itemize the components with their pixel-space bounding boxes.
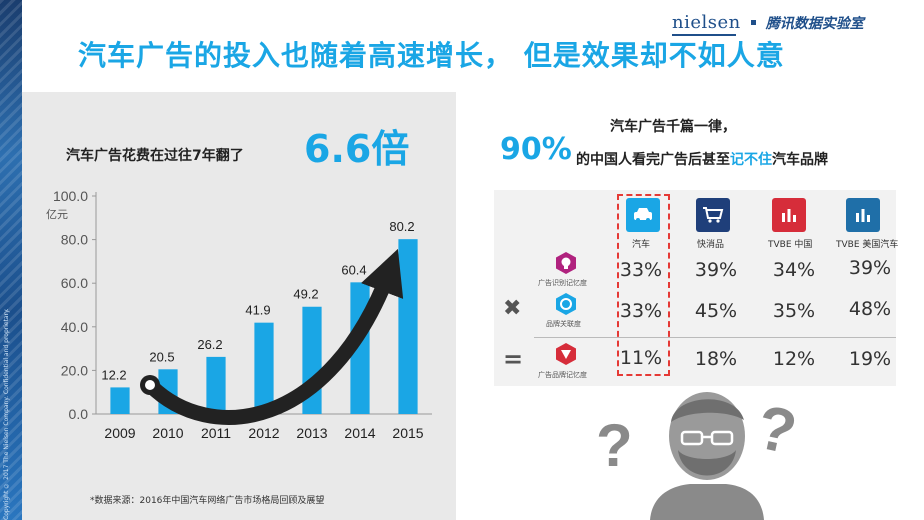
left-decor-stripe [0,0,22,520]
question-mark-icon: ? [596,412,633,479]
confused-person-illustration: ? ? [596,392,802,520]
y-tick-label: 40.0 [61,319,88,335]
cell-r3-car: 11% [619,347,663,369]
cell-r2-tvbe-us: 48% [848,298,892,320]
page-title: 汽车广告的投入也随着高速增长， 但是效果却不如人意 [78,39,785,72]
logo-group: nielsen 腾讯数据实验室 [672,12,864,33]
growth-multiplier: 6.6倍 [304,127,410,171]
question-mark-icon: ? [751,393,802,468]
right-headline-2-highlight: 记不住 [730,152,772,168]
cell-r2-tvbe-china: 35% [772,300,816,322]
bar-value-label: 49.2 [293,287,318,302]
copyright-text: Copyright © 2017 The Nielsen Company. Co… [3,308,10,520]
right-headline-1: 汽车广告千篇一律， [610,119,736,135]
trend-arrow [140,248,404,425]
y-tick-label: 0.0 [69,406,89,422]
x-tick-label: 2009 [104,425,135,441]
right-headline-2-b: 汽车品牌 [772,152,828,168]
logo-separator-dot [750,20,756,25]
bar-value-label: 26.2 [197,337,222,352]
bar-2015 [398,239,418,414]
car-icon [626,198,660,232]
car-column-highlight-box [617,194,670,376]
right-headline-2-a: 的中国人看完广告后甚至 [576,152,730,168]
column-label-tvbe-china: TVBE 中国 [768,240,813,250]
equals-operator: = [503,345,524,373]
left-panel [22,92,456,520]
shopping-cart-icon [696,198,730,232]
x-tick-label: 2012 [248,425,279,441]
link-icon [556,293,576,315]
row-label-brand-linkage: 品牌关联度 [546,320,581,328]
bar-value-label: 12.2 [101,367,126,382]
bar-2012 [254,322,274,414]
cell-r1-tvbe-us: 39% [848,257,892,279]
target-icon [556,343,576,365]
y-tick-label: 80.0 [61,232,88,248]
x-tick-label: 2011 [201,425,231,441]
right-headline-2: 的中国人看完广告后甚至记不住汽车品牌 [576,149,828,169]
row-label-brand-recall: 广告品牌记忆度 [538,371,587,379]
bar-2009 [110,387,130,414]
row-label-ad-recall: 广告识别记忆度 [538,279,587,287]
logo-underline [672,34,736,36]
bar-value-label: 20.5 [149,349,174,364]
x-tick-label: 2015 [392,425,423,441]
tencent-lab-logo: 腾讯数据实验室 [765,15,864,32]
bar-chart-icon [772,198,806,232]
x-tick-label: 2014 [344,425,375,441]
y-axis-unit-label: 亿元 [46,208,68,221]
x-tick-label: 2013 [296,425,327,441]
percent-highlight: 90% [500,132,572,167]
multiply-operator: ✖ [503,296,522,321]
cell-r1-car: 33% [619,259,663,281]
bar-value-label: 41.9 [245,303,270,318]
equation-separator [534,337,896,338]
nielsen-logo: nielsen [672,12,741,33]
column-label-fmcg: 快消品 [697,240,725,250]
data-source-footnote: *数据来源：2016年中国汽车网络广告市场格局回顾及展望 [90,496,325,506]
column-label-tvbe-us-auto: TVBE 美国汽车 [836,240,899,250]
bar-chart-icon [846,198,880,232]
y-tick-label: 100.0 [53,188,88,204]
bar-value-label: 80.2 [389,219,414,234]
bar-value-label: 60.4 [341,262,366,277]
bar-2011 [206,356,226,414]
x-tick-label: 2010 [152,425,183,441]
cell-r3-fmcg: 18% [694,348,738,370]
spend-bar-chart: 0.0 20.0 40.0 60.0 80.0 100.0 亿元 12.2 2009 20.5 2… [46,188,432,441]
cell-r1-tvbe-china: 34% [772,259,816,281]
cell-r2-fmcg: 45% [694,300,738,322]
brain-icon [556,252,576,274]
column-label-car: 汽车 [632,240,651,250]
cell-r3-tvbe-us: 19% [848,348,892,370]
cell-r3-tvbe-china: 12% [772,348,816,370]
cell-r2-car: 33% [619,300,663,322]
cell-r1-fmcg: 39% [694,259,738,281]
y-tick-label: 20.0 [61,362,88,378]
y-tick-label: 60.0 [61,275,88,291]
spend-subtitle: 汽车广告花费在过往7年翻了 [66,148,244,164]
